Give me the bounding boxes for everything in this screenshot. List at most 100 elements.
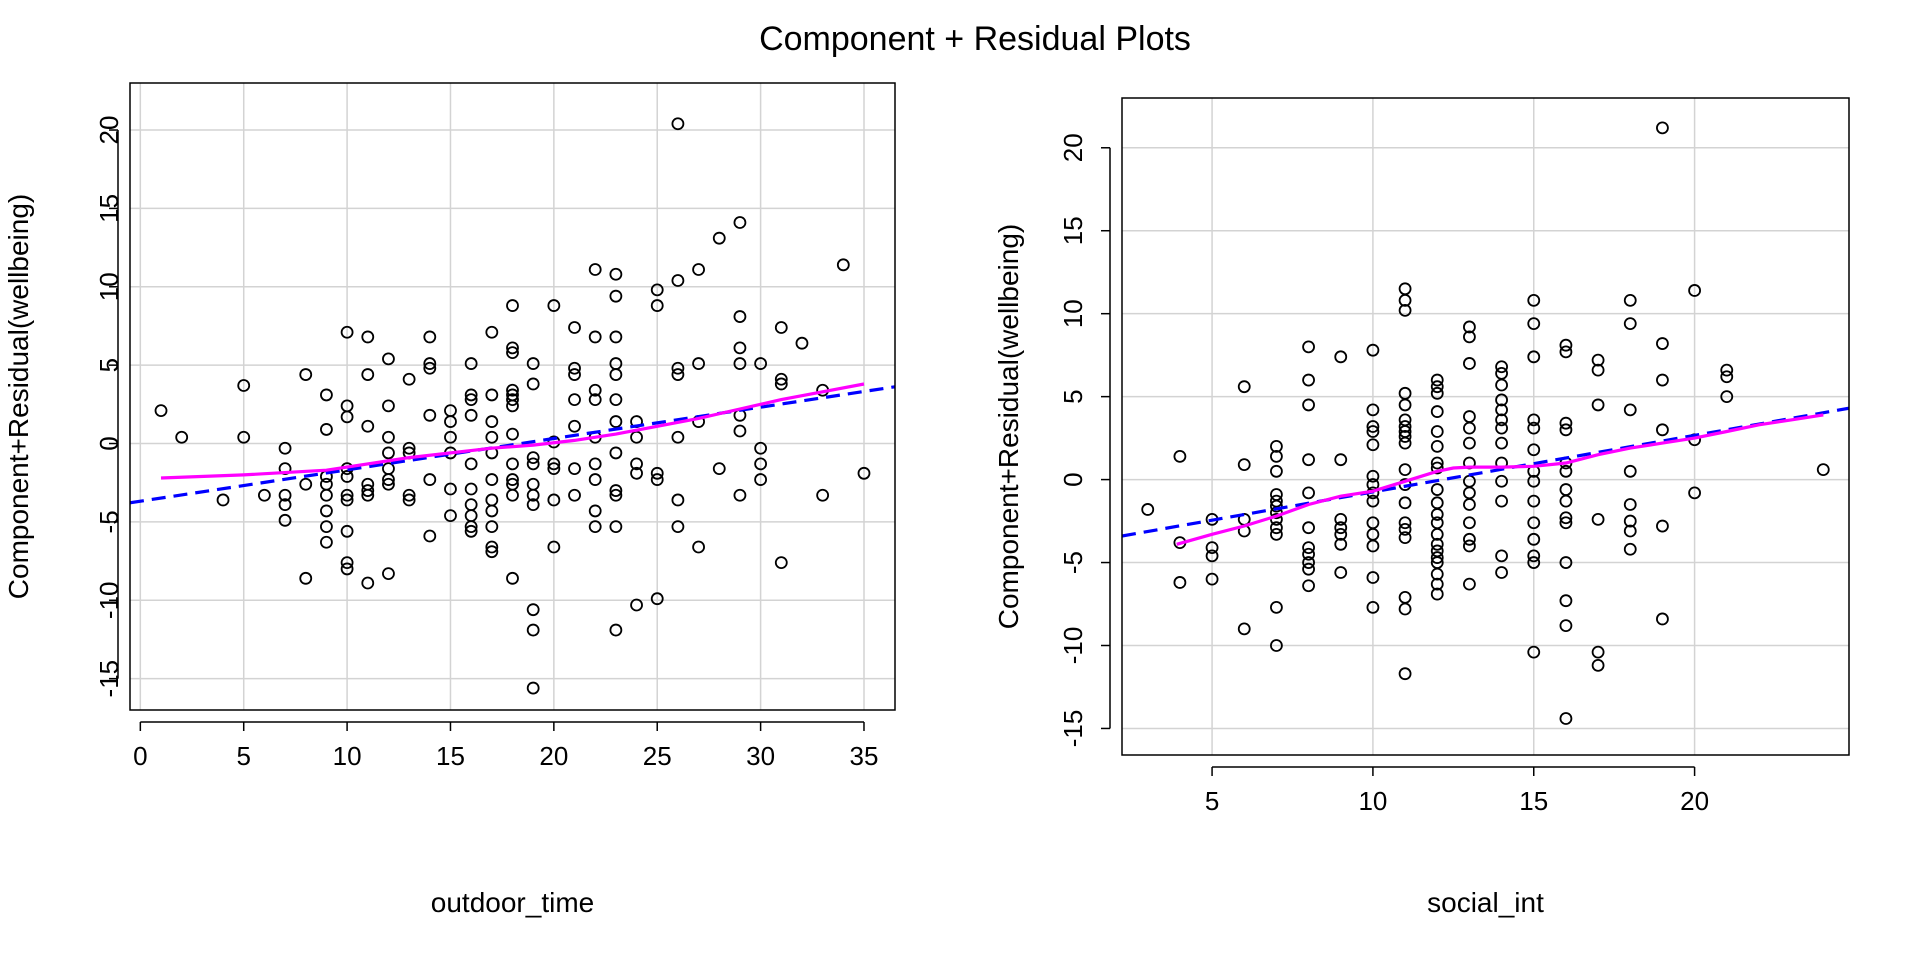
data-point	[733, 424, 747, 438]
data-point	[1688, 486, 1701, 500]
data-point	[237, 430, 251, 444]
data-point	[650, 299, 664, 312]
data-point	[506, 383, 519, 397]
data-point	[320, 520, 333, 534]
data-point	[1463, 498, 1476, 511]
data-point	[650, 283, 664, 297]
data-point	[1270, 440, 1283, 453]
data-point	[526, 451, 540, 465]
data-point	[485, 504, 499, 518]
data-point	[1463, 421, 1476, 435]
x-tick-label: 20	[1680, 786, 1709, 816]
data-point	[547, 540, 561, 554]
data-point	[1463, 532, 1476, 546]
data-point	[1302, 541, 1315, 555]
data-point	[1398, 516, 1412, 530]
data-point	[1816, 463, 1830, 477]
data-point	[1527, 317, 1541, 331]
data-point	[1302, 453, 1315, 467]
data-point	[712, 462, 726, 476]
data-point	[816, 488, 830, 502]
data-point	[754, 473, 768, 486]
data-point	[588, 473, 602, 486]
data-point	[754, 441, 768, 455]
data-point	[1430, 551, 1444, 564]
data-point	[1398, 590, 1412, 604]
data-point	[1495, 378, 1508, 392]
data-point	[609, 623, 623, 637]
data-point	[526, 681, 540, 695]
data-point	[1559, 516, 1573, 530]
data-point	[444, 415, 457, 428]
data-point	[1527, 549, 1541, 563]
data-point	[1591, 363, 1605, 377]
data-points	[154, 117, 871, 695]
outdoor-time-panel: 0 5 10 15 20 25 30 35 -15 -10 -5 0 5 10 15 20 outdoor_ti…	[3, 82, 896, 918]
data-point	[278, 441, 292, 455]
data-point	[506, 571, 519, 585]
data-point	[1270, 464, 1283, 478]
data-point	[1559, 338, 1573, 352]
data-point	[1495, 413, 1508, 427]
data-point	[1720, 370, 1734, 384]
y-tick-label: -5	[1058, 551, 1088, 574]
data-point	[340, 488, 354, 502]
data-point	[464, 509, 478, 523]
data-point	[526, 603, 540, 617]
x-axis-label: social_int	[1427, 887, 1544, 918]
data-point	[1237, 458, 1251, 472]
data-point	[361, 488, 375, 502]
data-point	[1623, 294, 1637, 307]
data-point	[588, 457, 602, 471]
data-point	[402, 488, 416, 502]
data-point	[1463, 474, 1476, 488]
y-tick-label: 10	[1058, 299, 1088, 328]
data-point	[630, 466, 643, 480]
data-point	[1495, 549, 1508, 563]
data-point	[340, 325, 354, 339]
data-point	[320, 477, 333, 491]
data-point	[588, 504, 602, 518]
x-tick-label: 10	[333, 741, 362, 771]
data-point	[506, 399, 519, 413]
data-point	[175, 430, 189, 444]
data-point	[568, 368, 581, 381]
data-point	[444, 430, 457, 444]
data-point	[754, 357, 768, 370]
data-point	[1430, 587, 1444, 601]
data-point	[526, 377, 540, 391]
data-point	[1334, 350, 1348, 364]
data-point	[1495, 403, 1508, 417]
data-point	[1302, 547, 1315, 561]
data-point	[1527, 421, 1541, 435]
data-point	[1463, 539, 1476, 553]
data-point	[1559, 619, 1573, 632]
data-point	[1302, 556, 1315, 569]
y-tick-label: -15	[1058, 710, 1088, 748]
figure-title: Component + Residual Plots	[759, 20, 1191, 58]
data-point	[1527, 474, 1541, 488]
data-point	[1173, 576, 1187, 589]
data-point	[1430, 496, 1444, 510]
data-point	[1398, 436, 1412, 450]
data-point	[526, 498, 540, 512]
data-point	[1398, 463, 1412, 477]
data-point	[609, 289, 623, 303]
data-point	[588, 520, 602, 534]
data-point	[444, 509, 457, 523]
data-point	[609, 415, 623, 428]
y-tick-label: 10	[94, 272, 124, 301]
data-point	[1302, 373, 1315, 387]
data-point	[1302, 521, 1315, 535]
data-point	[526, 457, 540, 471]
data-point	[506, 299, 519, 312]
data-point	[1559, 556, 1573, 569]
data-point	[526, 488, 540, 502]
linear-fit-line	[1122, 406, 1849, 538]
y-tick-label: 20	[1058, 133, 1088, 162]
data-point	[278, 513, 292, 527]
data-point	[382, 352, 395, 366]
data-point	[257, 488, 271, 502]
data-point	[1398, 398, 1412, 412]
data-point	[1430, 386, 1444, 400]
